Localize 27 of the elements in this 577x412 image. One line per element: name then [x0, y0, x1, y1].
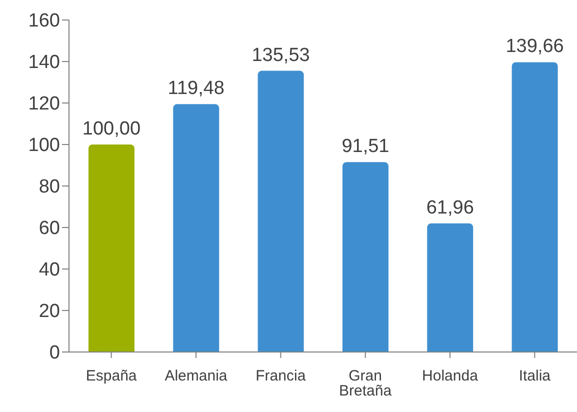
y-tick-label: 20	[38, 301, 60, 322]
x-tick-label: Francia	[256, 368, 306, 385]
x-tick-label: Italia	[518, 368, 552, 385]
bar	[258, 70, 304, 352]
data-label: 61,96	[426, 197, 474, 218]
bar	[173, 104, 220, 352]
data-label: 91,51	[342, 136, 390, 158]
y-tick-label: 80	[38, 176, 60, 198]
bar	[427, 223, 474, 352]
y-tick-label: 40	[38, 260, 60, 281]
y-tick-label: 120	[28, 94, 60, 115]
bar	[512, 62, 558, 352]
data-label: 139,66	[506, 36, 564, 58]
y-tick-label: 160	[28, 10, 60, 32]
x-tick-label: Gran Bretaña	[339, 368, 392, 400]
bar	[88, 144, 134, 352]
x-tick-label: España	[86, 368, 138, 385]
y-tick-label: 140	[28, 52, 60, 74]
y-tick-label: 0	[49, 342, 60, 364]
y-tick-label: 60	[38, 218, 60, 240]
data-label: 119,48	[168, 78, 224, 100]
y-tick-label: 100	[28, 135, 60, 156]
x-tick-label: Holanda	[422, 368, 479, 385]
data-label: 135,53	[252, 44, 310, 66]
bar	[342, 162, 388, 352]
data-label: 100,00	[82, 118, 141, 140]
x-tick-label: Alemania	[164, 368, 228, 385]
